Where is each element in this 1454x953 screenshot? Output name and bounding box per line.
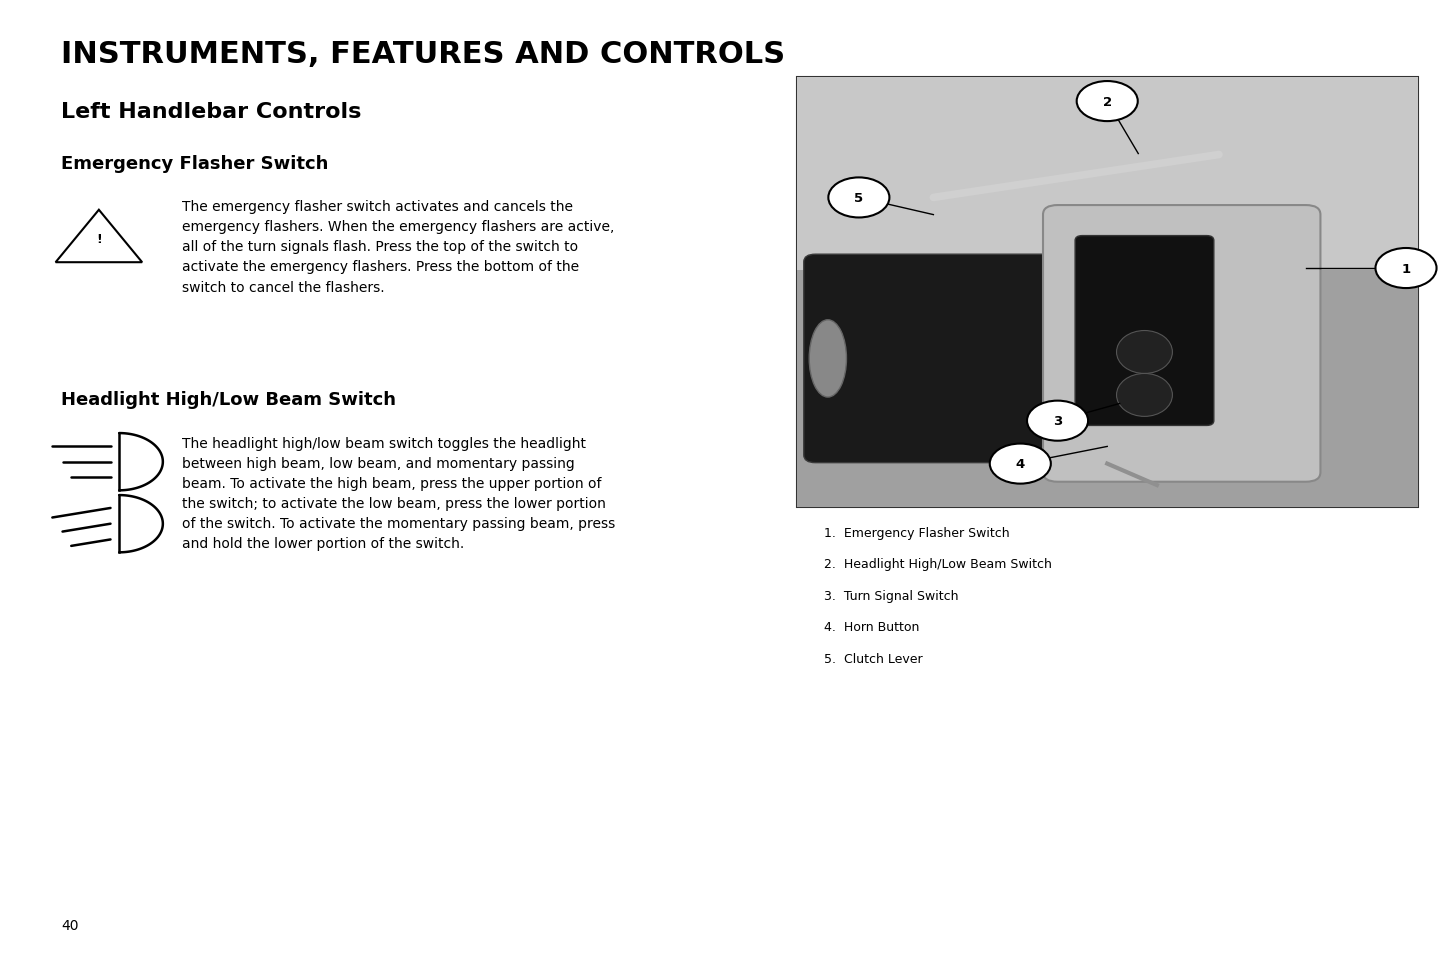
Text: The headlight high/low beam switch toggles the headlight
between high beam, low : The headlight high/low beam switch toggl…	[182, 436, 615, 551]
Circle shape	[990, 444, 1051, 484]
Text: 3.  Turn Signal Switch: 3. Turn Signal Switch	[824, 589, 960, 602]
Text: Left Handlebar Controls: Left Handlebar Controls	[61, 102, 362, 122]
Ellipse shape	[1117, 331, 1172, 375]
Ellipse shape	[810, 320, 846, 397]
Text: 1.  Emergency Flasher Switch: 1. Emergency Flasher Switch	[824, 526, 1011, 539]
Text: 40: 40	[61, 918, 79, 932]
Text: 5.  Clutch Lever: 5. Clutch Lever	[824, 652, 923, 665]
Text: 1: 1	[1402, 262, 1410, 275]
Text: 3: 3	[1053, 415, 1063, 428]
Circle shape	[1375, 249, 1437, 289]
FancyBboxPatch shape	[797, 78, 1418, 507]
Circle shape	[1027, 401, 1088, 441]
Text: Emergency Flasher Switch: Emergency Flasher Switch	[61, 154, 329, 172]
Text: 4: 4	[1016, 457, 1025, 471]
FancyBboxPatch shape	[1043, 206, 1320, 482]
Text: Headlight High/Low Beam Switch: Headlight High/Low Beam Switch	[61, 391, 395, 409]
FancyBboxPatch shape	[804, 254, 1076, 463]
Text: 4.  Horn Button: 4. Horn Button	[824, 620, 920, 634]
Text: !: !	[96, 233, 102, 246]
Circle shape	[829, 178, 890, 218]
Text: The emergency flasher switch activates and cancels the
emergency flashers. When : The emergency flasher switch activates a…	[182, 200, 614, 294]
Text: 5: 5	[855, 192, 864, 205]
Text: 2.  Headlight High/Low Beam Switch: 2. Headlight High/Low Beam Switch	[824, 558, 1053, 571]
Text: INSTRUMENTS, FEATURES AND CONTROLS: INSTRUMENTS, FEATURES AND CONTROLS	[61, 40, 785, 69]
Ellipse shape	[1117, 374, 1172, 417]
Circle shape	[1076, 82, 1138, 122]
FancyBboxPatch shape	[1075, 236, 1214, 426]
FancyBboxPatch shape	[797, 78, 1418, 271]
Text: 2: 2	[1102, 95, 1112, 109]
FancyBboxPatch shape	[797, 78, 1418, 507]
